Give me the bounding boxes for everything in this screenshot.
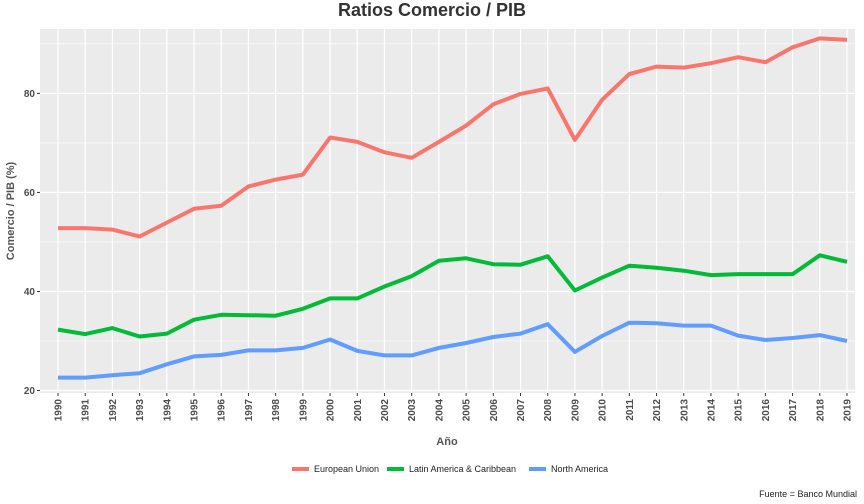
x-tick-label: 2003 [407, 399, 418, 422]
y-tick-label: 40 [24, 287, 36, 298]
y-tick-label: 80 [24, 89, 36, 100]
x-tick-label: 1990 [54, 399, 65, 422]
series-lines [57, 36, 848, 380]
x-tick-label: 2017 [788, 399, 799, 422]
plot-panel [40, 29, 855, 393]
legend-label: North America [551, 464, 608, 474]
series-line [57, 253, 848, 339]
x-tick-label: 1995 [190, 399, 201, 422]
x-tick-label: 2002 [380, 399, 391, 422]
x-tick-label: 1993 [135, 399, 146, 422]
x-tick-label: 1997 [244, 399, 255, 422]
x-tick-label: 1994 [162, 399, 173, 422]
x-tick-label: 2005 [462, 399, 473, 422]
y-tick-label: 20 [24, 386, 36, 397]
legend-label: European Union [314, 464, 379, 474]
x-tick-label: 2001 [353, 399, 364, 422]
x-tick-label: 1999 [298, 399, 309, 422]
x-tick-label: 2004 [434, 399, 445, 422]
x-tick-label: 2010 [598, 399, 609, 422]
x-axis-title: Año [436, 436, 458, 448]
x-tick-label: 2018 [815, 399, 826, 422]
series-line [58, 320, 848, 380]
x-tick-label: 1998 [271, 399, 282, 422]
x-tick-label: 2016 [761, 399, 772, 422]
x-tick-label: 2009 [570, 399, 581, 422]
legend: European Union Latin America & Caribbean N… [292, 464, 608, 474]
x-tick-label: 2007 [516, 399, 527, 422]
chart-title: Ratios Comercio / PIB [338, 0, 526, 20]
x-tick-label: 2019 [843, 399, 854, 422]
chart-caption: Fuente = Banco Mundial [759, 489, 857, 499]
x-tick-label: 2014 [707, 399, 718, 422]
x-tick-label: 2011 [625, 399, 636, 421]
x-tick-label: 2013 [679, 399, 690, 422]
y-tick-label: 60 [24, 188, 36, 199]
y-axis-title: Comercio / PIB (%) [5, 161, 17, 260]
x-tick-label: 1992 [108, 399, 119, 422]
legend-label: Latin America & Caribbean [409, 464, 516, 474]
x-tick-label: 1996 [217, 399, 228, 422]
x-tick-label: 1991 [81, 399, 92, 422]
x-tick-label: 2006 [489, 399, 500, 422]
grid-minor [40, 43, 855, 342]
series-line [58, 36, 848, 239]
y-axis-ticks: 20 40 60 80 [24, 89, 40, 397]
x-axis-ticks: 1990 1991 1992 1993 1994 1995 1996 1997 1998 1999… [54, 393, 854, 421]
x-tick-label: 2012 [652, 399, 663, 422]
x-tick-label: 2000 [326, 399, 337, 422]
x-tick-label: 2008 [543, 399, 554, 422]
x-tick-label: 2015 [734, 399, 745, 422]
